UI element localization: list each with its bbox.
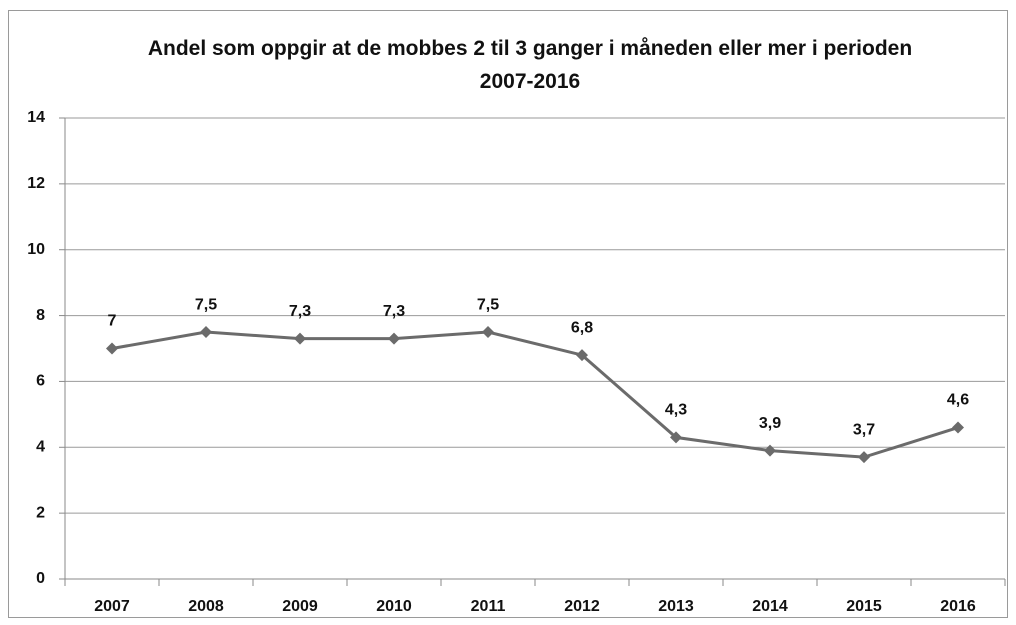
point [576, 349, 588, 362]
data-label: 4,3 [665, 402, 687, 419]
x-tick-label: 2016 [940, 598, 976, 615]
y-tick-label: 8 [36, 307, 45, 324]
x-tick-label: 2007 [94, 598, 130, 615]
line [111, 330, 959, 459]
point [388, 332, 400, 345]
y-tick-label: 10 [27, 241, 45, 258]
data-label: 7,3 [383, 303, 405, 320]
y-tick-label: 12 [27, 175, 45, 192]
x-tick-label: 2011 [471, 598, 506, 615]
chart-title: Andel som oppgir at de mobbes 2 til 3 ga… [147, 37, 913, 93]
data-label: 6,8 [571, 319, 593, 336]
y-tick-label: 14 [27, 109, 45, 126]
y-tick-label: 4 [36, 439, 45, 456]
data-label: 7,5 [477, 296, 499, 313]
chart-frame [8, 10, 1008, 618]
y-tick-label: 6 [36, 373, 45, 390]
x-tick-label: 2013 [658, 598, 694, 615]
data-label: 3,7 [853, 421, 875, 438]
y-tick-label: 2 [36, 504, 45, 521]
point [764, 444, 776, 457]
x-tick-label: 2014 [752, 598, 788, 615]
y-tick-label: 0 [36, 570, 45, 587]
data-label: 4,6 [947, 392, 969, 409]
data-label: 3,9 [759, 415, 781, 432]
point [482, 326, 494, 339]
data-label: 7,3 [289, 303, 311, 320]
x-tick-label: 2008 [188, 598, 224, 615]
point [858, 451, 870, 464]
point [106, 342, 118, 355]
point [670, 431, 682, 444]
point [200, 326, 212, 339]
data-label: 7,5 [195, 296, 217, 313]
x-tick-label: 2012 [564, 598, 600, 615]
x-tick-label: 2015 [846, 598, 882, 615]
x-tick-label: 2009 [282, 598, 318, 615]
point [952, 421, 964, 434]
x-tick-label: 2010 [376, 598, 412, 615]
point [294, 332, 306, 345]
data-label: 7 [108, 313, 117, 330]
